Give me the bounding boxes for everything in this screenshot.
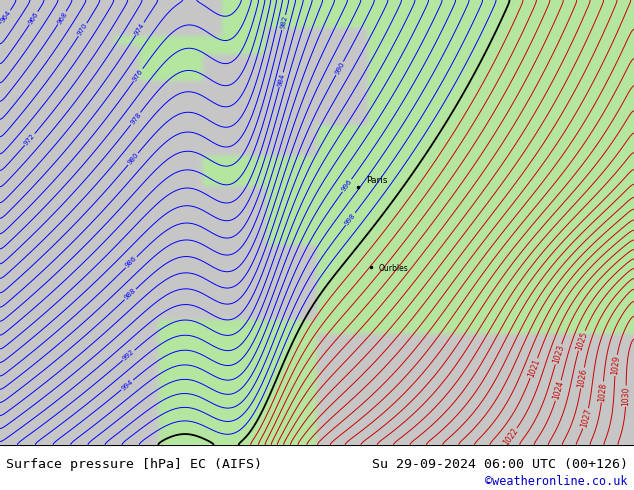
Text: 968: 968 [56, 11, 68, 25]
Text: 1028: 1028 [597, 382, 608, 402]
Text: 970: 970 [77, 23, 89, 37]
Text: Surface pressure [hPa] EC (AIFS): Surface pressure [hPa] EC (AIFS) [6, 459, 262, 471]
Text: 986: 986 [124, 255, 138, 269]
Text: 996: 996 [340, 178, 353, 193]
Text: 1030: 1030 [621, 386, 631, 406]
Text: 1024: 1024 [552, 380, 566, 401]
Text: 988: 988 [124, 288, 138, 301]
Text: 978: 978 [129, 111, 142, 126]
Text: 1029: 1029 [611, 355, 621, 375]
Text: 998: 998 [344, 212, 357, 226]
Text: 964: 964 [0, 10, 13, 24]
Text: Paris: Paris [366, 176, 387, 185]
Text: Su 29-09-2024 06:00 UTC (00+126): Su 29-09-2024 06:00 UTC (00+126) [372, 459, 628, 471]
Text: 976: 976 [132, 68, 145, 82]
Text: 982: 982 [279, 15, 288, 29]
Text: 1026: 1026 [576, 368, 588, 388]
Text: 1022: 1022 [501, 426, 520, 447]
Text: 966: 966 [27, 11, 40, 25]
Text: 1021: 1021 [526, 358, 541, 379]
Text: 992: 992 [122, 348, 136, 362]
Text: 1023: 1023 [551, 343, 566, 365]
Text: Ourbles: Ourbles [378, 265, 408, 273]
Text: ©weatheronline.co.uk: ©weatheronline.co.uk [485, 475, 628, 488]
Text: 972: 972 [23, 132, 36, 147]
Text: 990: 990 [333, 61, 346, 75]
Text: 980: 980 [126, 152, 139, 166]
Text: 1025: 1025 [574, 330, 589, 351]
Text: 974: 974 [134, 22, 146, 36]
Text: 984: 984 [276, 73, 286, 87]
Text: 994: 994 [120, 378, 134, 392]
Text: 1027: 1027 [579, 408, 593, 429]
